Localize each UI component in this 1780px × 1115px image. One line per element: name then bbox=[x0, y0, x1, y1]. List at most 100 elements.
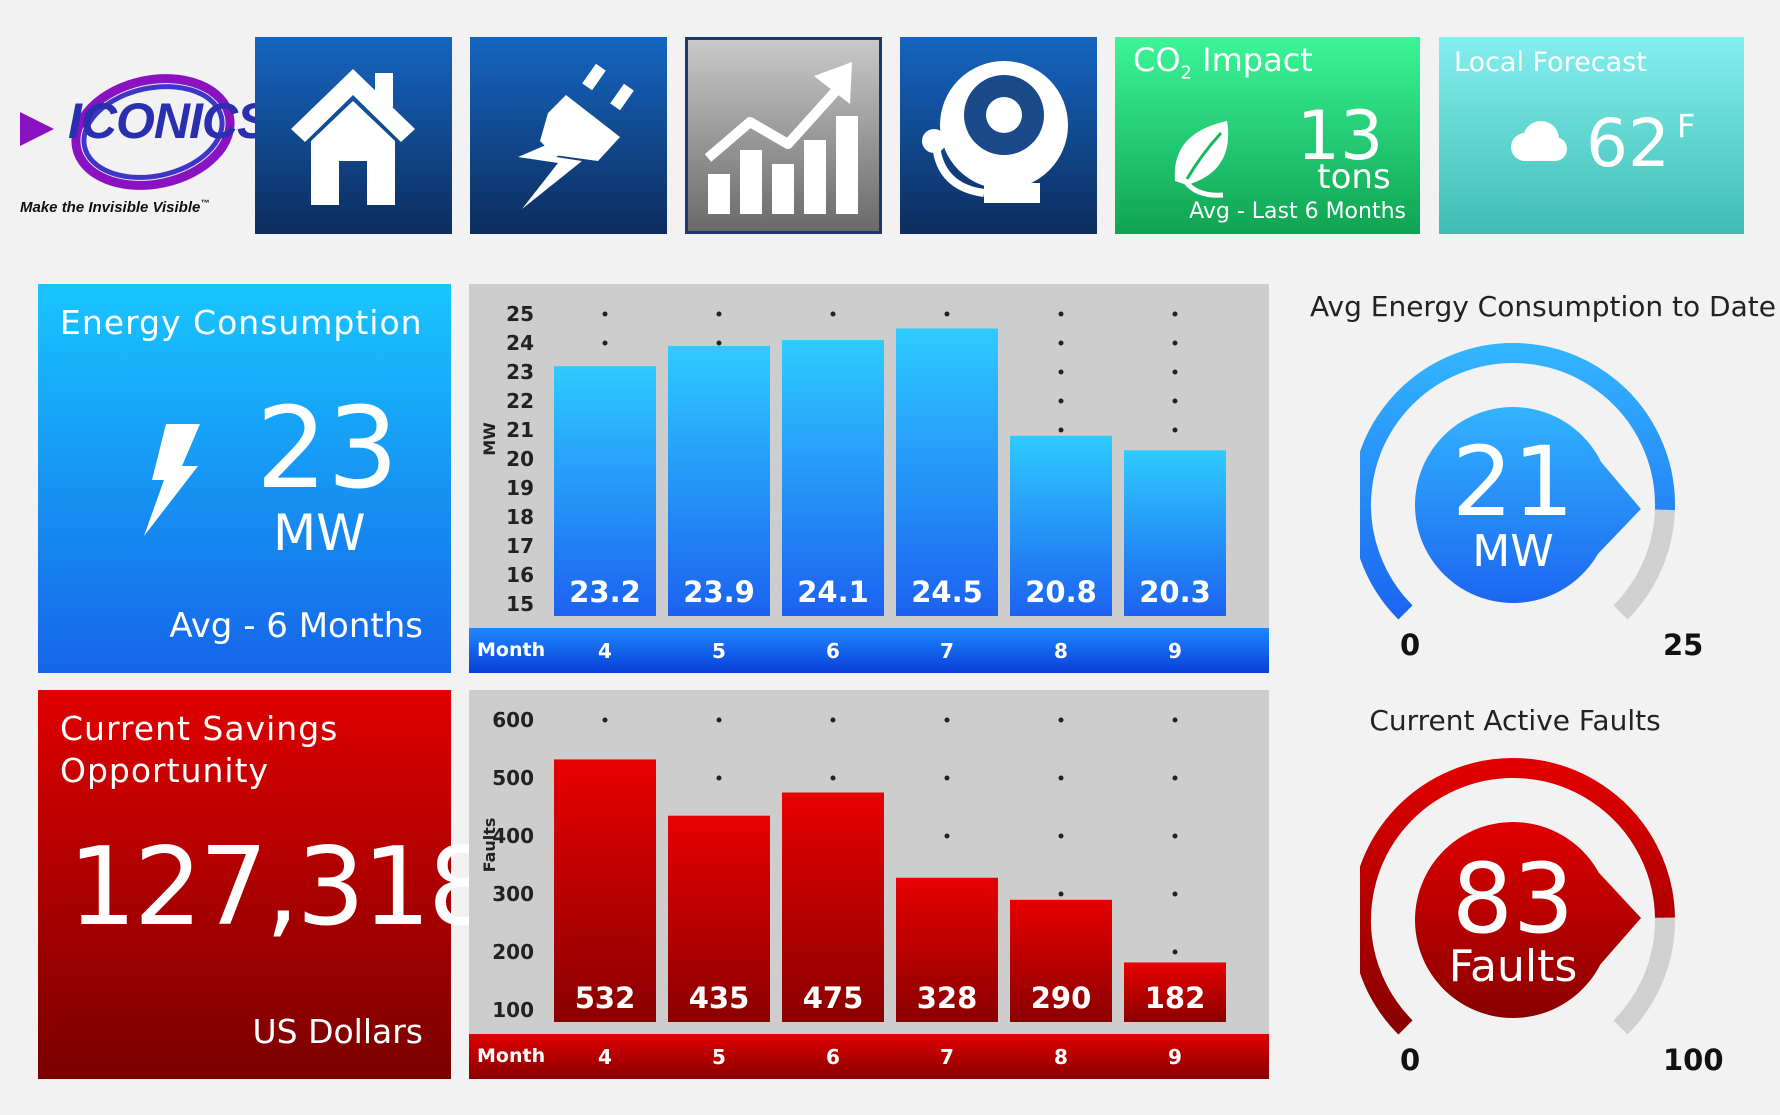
faults-chart-category-label: 5 bbox=[712, 1045, 726, 1069]
energy-chart-ytick: 21 bbox=[506, 418, 534, 442]
faults-chart-data-label: 328 bbox=[917, 981, 978, 1015]
energy-chart-category-label: 9 bbox=[1168, 639, 1182, 663]
forecast-temp: 62 bbox=[1586, 105, 1670, 182]
faults-gauge: 83 Faults 0 100 bbox=[1360, 745, 1724, 1085]
energy-chart-ytick: 17 bbox=[506, 534, 534, 558]
faults-chart-grid-dot bbox=[716, 717, 722, 723]
faults-chart-bar bbox=[1010, 899, 1112, 1022]
faults-chart-grid-dot bbox=[716, 775, 722, 781]
energy-chart-grid-dot bbox=[1058, 427, 1064, 433]
energy-chart-ytick: 18 bbox=[506, 505, 534, 529]
energy-kpi-unit: MW bbox=[273, 504, 366, 562]
faults-chart-data-label: 290 bbox=[1031, 981, 1092, 1015]
energy-chart-grid-dot bbox=[716, 340, 722, 346]
energy-chart-bar bbox=[554, 366, 656, 616]
energy-chart-grid-dot bbox=[830, 311, 836, 317]
faults-chart-grid-dot bbox=[830, 717, 836, 723]
energy-chart-category-label: 6 bbox=[826, 639, 840, 663]
logo-tagline: Make the Invisible Visible™ bbox=[20, 198, 210, 216]
nav-energy-button[interactable] bbox=[470, 37, 667, 234]
forecast-unit: F bbox=[1677, 107, 1696, 145]
iconics-logo: ICONICS Make the Invisible Visible™ bbox=[18, 62, 270, 227]
faults-gauge-unit: Faults bbox=[1448, 941, 1578, 992]
energy-chart-data-label: 24.5 bbox=[911, 575, 983, 609]
co2-unit: tons bbox=[1317, 157, 1391, 197]
faults-chart-xlabel: Month bbox=[477, 1045, 546, 1067]
logo-swoosh-icon bbox=[20, 74, 235, 190]
trend-chart-icon bbox=[704, 62, 858, 214]
energy-chart-bar bbox=[1010, 435, 1112, 616]
faults-chart-data-label: 475 bbox=[803, 981, 864, 1015]
energy-chart-ytick: 15 bbox=[506, 592, 534, 616]
faults-chart-category-label: 9 bbox=[1168, 1045, 1182, 1069]
energy-chart-ytick: 19 bbox=[506, 476, 534, 500]
energy-chart-xlabel: Month bbox=[477, 639, 546, 661]
energy-chart-bar bbox=[1124, 450, 1226, 616]
faults-gauge-dial bbox=[1360, 758, 1675, 1035]
nav-alarms-button[interactable] bbox=[900, 37, 1097, 234]
energy-chart-data-label: 23.9 bbox=[683, 575, 755, 609]
energy-chart-ytick: 24 bbox=[506, 331, 534, 355]
energy-chart-grid-dot bbox=[1058, 340, 1064, 346]
energy-chart-grid-dot bbox=[602, 340, 608, 346]
energy-chart-grid-dot bbox=[602, 311, 608, 317]
faults-chart-grid-dot bbox=[944, 775, 950, 781]
energy-chart-grid-dot bbox=[1172, 427, 1178, 433]
savings-kpi-footer: US Dollars bbox=[252, 1012, 423, 1051]
faults-chart-data-label: 532 bbox=[575, 981, 636, 1015]
energy-chart-bar bbox=[782, 340, 884, 616]
faults-gauge-title: Current Active Faults bbox=[1369, 704, 1661, 737]
nav-trends-button[interactable] bbox=[685, 37, 882, 234]
faults-chart-ytick: 100 bbox=[492, 998, 534, 1022]
energy-kpi-title: Energy Consumption bbox=[60, 303, 423, 342]
energy-chart-plot: 25 24 23 22 21 20 19 18 17 16 15 MW 23.2 23.9 24.1 24.5… bbox=[480, 302, 1226, 616]
cloud-icon bbox=[1511, 121, 1567, 161]
energy-bar-chart: 25 24 23 22 21 20 19 18 17 16 15 MW 23.2 23.9 24.1 24.5… bbox=[469, 284, 1269, 673]
alarm-bell-icon bbox=[922, 61, 1068, 203]
faults-gauge-value: 83 bbox=[1451, 843, 1575, 955]
faults-chart-grid-dot bbox=[1058, 775, 1064, 781]
faults-gauge-fill bbox=[1360, 758, 1675, 1035]
faults-chart-ytick: 400 bbox=[492, 824, 534, 848]
faults-chart-category-label: 8 bbox=[1054, 1045, 1068, 1069]
energy-gauge-needle-hub bbox=[1415, 407, 1641, 603]
energy-gauge-min: 0 bbox=[1400, 628, 1421, 662]
energy-chart-bar bbox=[668, 345, 770, 616]
co2-impact-tile[interactable]: CO2 Impact 13 tons Avg - Last 6 Months bbox=[1115, 37, 1420, 234]
faults-chart-ylabel: Faults bbox=[480, 818, 499, 873]
energy-chart-grid-dot bbox=[1172, 398, 1178, 404]
energy-chart-category-label: 7 bbox=[940, 639, 954, 663]
plug-lightning-icon bbox=[518, 63, 634, 209]
energy-gauge-dial bbox=[1360, 343, 1675, 620]
faults-chart-grid-dot bbox=[1172, 949, 1178, 955]
energy-consumption-tile[interactable]: Energy Consumption 23 MW Avg - 6 Months bbox=[38, 284, 451, 673]
co2-footer: Avg - Last 6 Months bbox=[1189, 199, 1406, 224]
energy-chart-category-label: 8 bbox=[1054, 639, 1068, 663]
faults-chart-grid-dot bbox=[1058, 833, 1064, 839]
energy-chart-data-label: 20.3 bbox=[1139, 575, 1211, 609]
energy-chart-ytick: 23 bbox=[506, 360, 534, 384]
faults-chart-grid-dot bbox=[1058, 891, 1064, 897]
local-forecast-tile[interactable]: Local Forecast 62 F bbox=[1439, 37, 1744, 234]
logo-wordmark: ICONICS bbox=[68, 93, 270, 149]
faults-chart-grid-dot bbox=[1172, 775, 1178, 781]
energy-chart-category-label: 4 bbox=[598, 639, 612, 663]
leaf-icon bbox=[1174, 121, 1229, 198]
faults-chart-grid-dot bbox=[830, 775, 836, 781]
energy-chart-grid-dot bbox=[1058, 398, 1064, 404]
savings-opportunity-tile[interactable]: Current Savings Opportunity 127,318 US Do… bbox=[38, 690, 497, 1079]
energy-gauge: 21 MW 0 25 bbox=[1360, 330, 1720, 670]
energy-chart-grid-dot bbox=[944, 311, 950, 317]
faults-chart-grid-dot bbox=[1058, 717, 1064, 723]
faults-chart-ytick: 600 bbox=[492, 708, 534, 732]
faults-chart-bar bbox=[782, 792, 884, 1022]
faults-chart-bar bbox=[1124, 962, 1226, 1022]
faults-chart-grid-dot bbox=[602, 717, 608, 723]
energy-chart-grid-dot bbox=[1058, 311, 1064, 317]
energy-chart-bar bbox=[896, 328, 998, 616]
energy-chart-grid-dot bbox=[716, 311, 722, 317]
nav-home-button[interactable] bbox=[255, 37, 452, 234]
energy-chart-ytick: 25 bbox=[506, 302, 534, 326]
lightning-icon bbox=[144, 424, 200, 536]
faults-chart-plot: 600 500 400 300 200 100 Faults 532 435 475 328 290 1… bbox=[480, 708, 1226, 1022]
